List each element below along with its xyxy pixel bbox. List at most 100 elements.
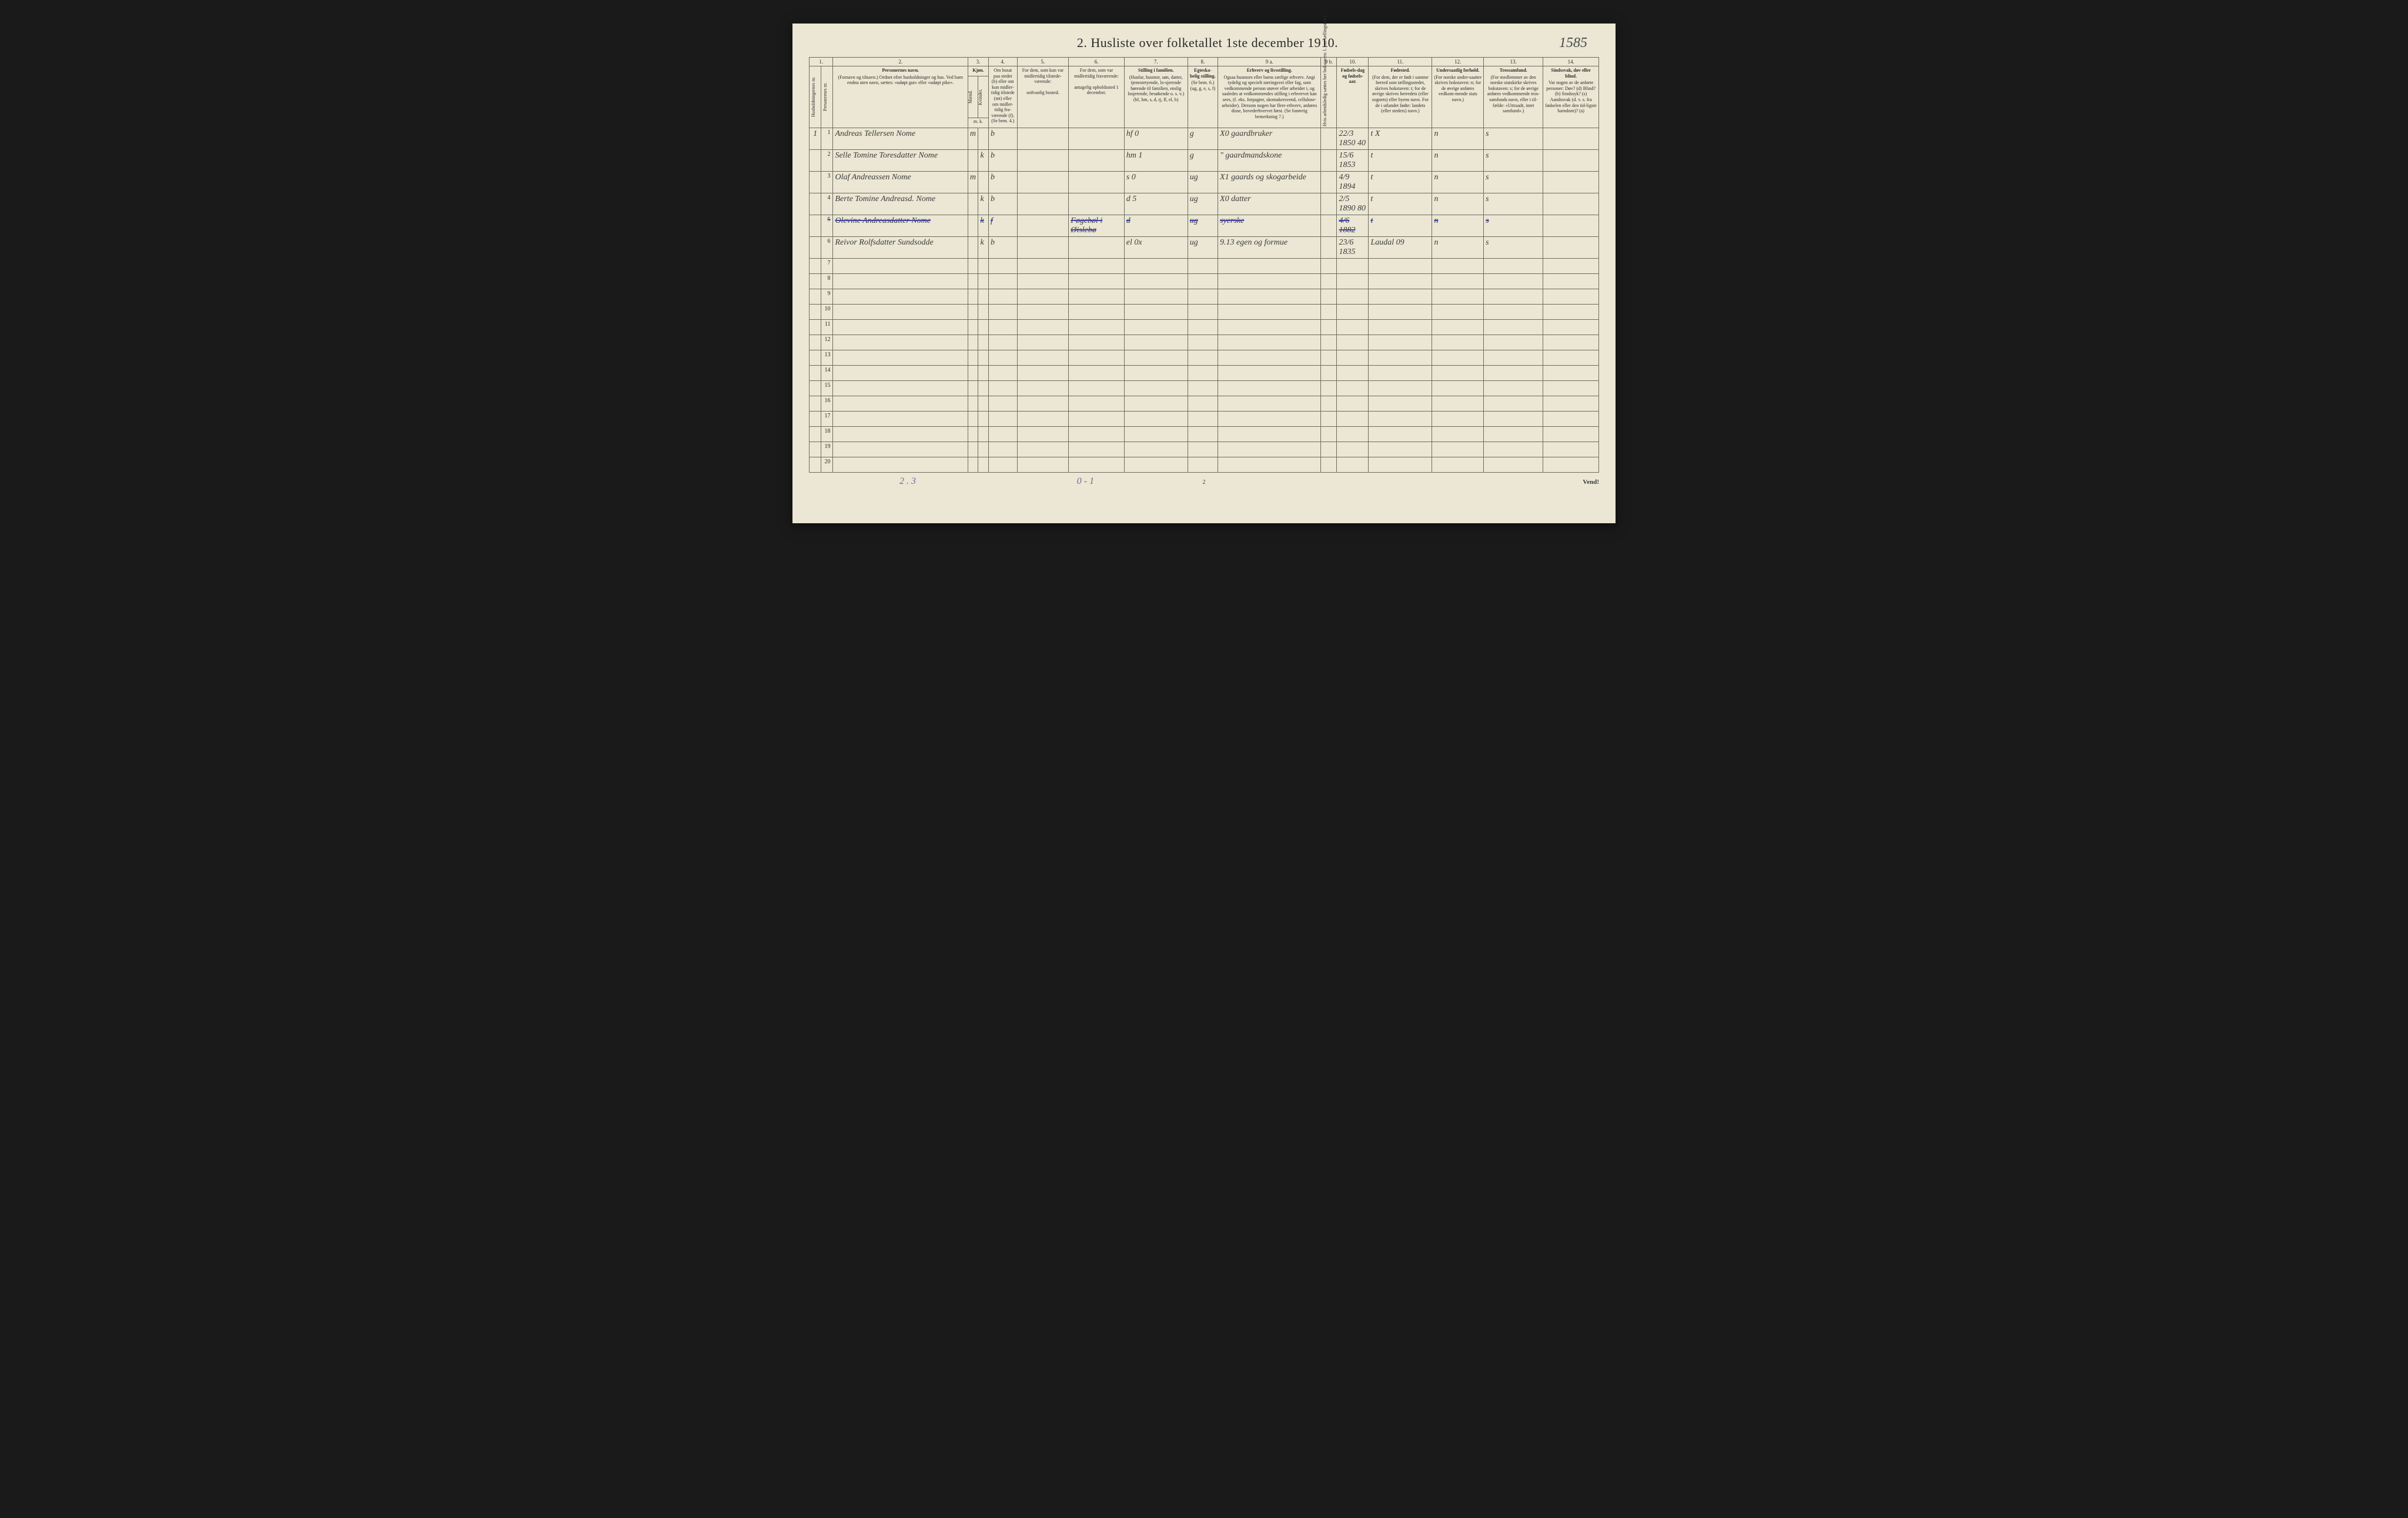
cell-tros: s: [1484, 128, 1543, 150]
cell-erhverv: syerske: [1218, 215, 1321, 237]
footer-page-number: 2: [1165, 479, 1243, 486]
cell-egt: ug: [1188, 193, 1218, 215]
cell-empty: [968, 289, 978, 305]
cell-empty: [1124, 412, 1188, 427]
title-row: 2. Husliste over folketallet 1ste decemb…: [809, 35, 1599, 51]
cell-empty: [988, 305, 1017, 320]
cell-empty: [1188, 442, 1218, 457]
cell-empty: [1432, 366, 1484, 381]
cell-empty: [810, 442, 821, 457]
cell-empty: [1069, 335, 1124, 350]
cell-empty: [1484, 320, 1543, 335]
cell-empty: [1543, 335, 1599, 350]
cell-personnum: 4: [821, 193, 833, 215]
cell-empty: 14: [821, 366, 833, 381]
cell-tros: s: [1484, 193, 1543, 215]
cell-empty: [1218, 320, 1321, 335]
page-number-handwritten: 1585: [1559, 35, 1599, 51]
cell-empty: [1017, 289, 1069, 305]
cell-empty: [1543, 381, 1599, 396]
cell-empty: [968, 320, 978, 335]
hdr-bosat: Om bosat paa stedet (b) eller om kun mid…: [988, 66, 1017, 128]
cell-empty: [1337, 442, 1369, 457]
cell-empty: [978, 442, 989, 457]
cell-egt: ug: [1188, 215, 1218, 237]
cell-empty: [978, 381, 989, 396]
cell-empty: [810, 335, 821, 350]
table-row-empty: 9: [810, 289, 1599, 305]
cell-fsted: t: [1369, 172, 1432, 193]
cell-empty: [1432, 259, 1484, 274]
cell-empty: [810, 457, 821, 473]
cell-empty: [1484, 381, 1543, 396]
cell-midl: [1017, 215, 1069, 237]
cell-midl: [1017, 150, 1069, 172]
cell-empty: [1543, 289, 1599, 305]
cell-personnum: 2: [821, 150, 833, 172]
cell-empty: [1321, 320, 1337, 335]
cell-empty: [1069, 320, 1124, 335]
cell-empty: [1432, 289, 1484, 305]
colnum-8: 8.: [1188, 58, 1218, 66]
cell-empty: [1321, 381, 1337, 396]
cell-empty: [1337, 381, 1369, 396]
cell-empty: [968, 381, 978, 396]
cell-tros: s: [1484, 237, 1543, 259]
cell-empty: [1218, 259, 1321, 274]
cell-empty: [988, 274, 1017, 289]
cell-empty: [978, 259, 989, 274]
table-row: 11Andreas Tellersen Nomembhf 0gX0 gaardb…: [810, 128, 1599, 150]
cell-empty: [978, 457, 989, 473]
cell-empty: [988, 335, 1017, 350]
cell-egt: ug: [1188, 237, 1218, 259]
cell-empty: [1124, 274, 1188, 289]
cell-empty: [810, 259, 821, 274]
cell-empty: [833, 274, 968, 289]
cell-empty: [1017, 259, 1069, 274]
cell-empty: [1188, 335, 1218, 350]
cell-empty: [1337, 320, 1369, 335]
cell-name: Olevine Andreasdatter Nome: [833, 215, 968, 237]
hdr-erhverv: Erhverv og livsstilling. Ogsaa husmors e…: [1218, 66, 1321, 128]
table-row-empty: 15: [810, 381, 1599, 396]
cell-empty: [1484, 442, 1543, 457]
cell-fdato: 15/6 1853: [1337, 150, 1369, 172]
cell-sinds: [1543, 128, 1599, 150]
colnum-1: 1.: [810, 58, 833, 66]
cell-empty: [1432, 335, 1484, 350]
cell-frav: [1069, 172, 1124, 193]
cell-stilling: el 0x: [1124, 237, 1188, 259]
cell-empty: 10: [821, 305, 833, 320]
cell-empty: [1369, 381, 1432, 396]
colnum-13: 13.: [1484, 58, 1543, 66]
cell-empty: [1124, 320, 1188, 335]
cell-empty: [1369, 427, 1432, 442]
cell-stilling: d: [1124, 215, 1188, 237]
cell-empty: [1218, 457, 1321, 473]
cell-household: [810, 172, 821, 193]
cell-empty: [810, 427, 821, 442]
cell-empty: [1124, 305, 1188, 320]
census-table: 1. 2. 3. 4. 5. 6. 7. 8. 9 a. 9 b. 10. 11…: [809, 57, 1599, 473]
hdr-fravarende: For dem, som var midlertidig fraværende:…: [1069, 66, 1124, 128]
cell-empty: [810, 289, 821, 305]
cell-household: [810, 150, 821, 172]
cell-empty: [1188, 412, 1218, 427]
cell-empty: 15: [821, 381, 833, 396]
cell-empty: [978, 335, 989, 350]
hdr-fodselsdato: Fødsels-dag og fødsels-aar.: [1337, 66, 1369, 128]
cell-empty: [1543, 427, 1599, 442]
cell-arbeidsledig: [1321, 237, 1337, 259]
cell-empty: [988, 366, 1017, 381]
cell-empty: [833, 289, 968, 305]
table-row-empty: 13: [810, 350, 1599, 366]
cell-household: 1: [810, 128, 821, 150]
hdr-household-nr: Husholdningernes nr.: [810, 66, 821, 128]
cell-tros: s: [1484, 215, 1543, 237]
cell-bosat: b: [988, 128, 1017, 150]
cell-empty: [978, 427, 989, 442]
cell-empty: [810, 350, 821, 366]
cell-empty: [1124, 396, 1188, 412]
cell-empty: [1543, 457, 1599, 473]
table-row-empty: 11: [810, 320, 1599, 335]
